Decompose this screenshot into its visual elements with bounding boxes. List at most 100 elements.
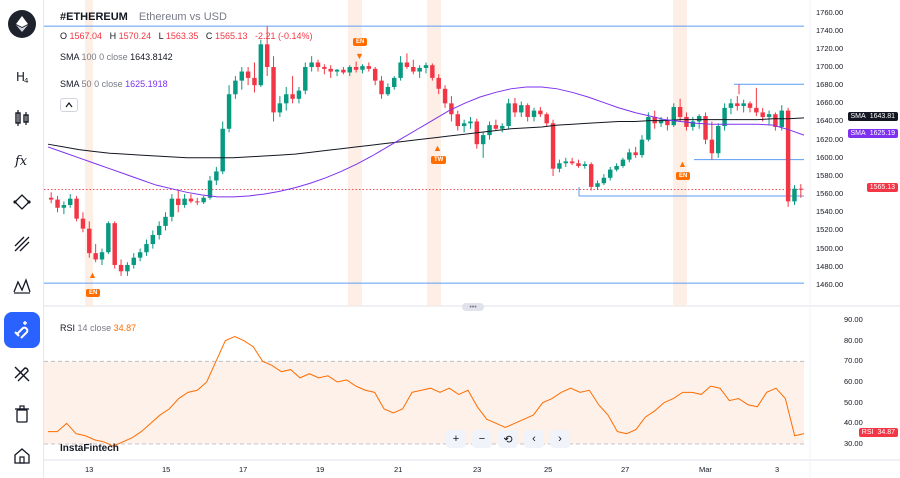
candle-body xyxy=(671,106,676,126)
candle-body xyxy=(315,62,321,68)
rsi-name: RSI xyxy=(60,323,76,333)
sma50-length: 50 xyxy=(81,79,92,89)
candle-body xyxy=(303,67,308,91)
signal-highlight-column xyxy=(427,0,441,306)
patterns-icon[interactable] xyxy=(4,268,40,304)
chart-canvas[interactable] xyxy=(44,0,900,478)
price-axis-tick: 1580.00 xyxy=(816,170,844,180)
candle-body xyxy=(728,103,734,108)
price-tag-label: SMA xyxy=(850,129,866,137)
candle-body xyxy=(284,94,289,104)
arrow-up-icon: ▲ xyxy=(678,159,687,169)
rsi-axis-tick: 70.00 xyxy=(844,356,863,366)
candle-body xyxy=(61,205,67,208)
candle-body xyxy=(544,114,549,124)
price-axis-tick: 1560.00 xyxy=(816,189,844,199)
indicators-fx-icon[interactable]: fx xyxy=(4,142,40,178)
symbol-name: #ETHEREUM xyxy=(60,11,128,23)
magnet-icon[interactable] xyxy=(4,312,40,348)
candle-body xyxy=(252,77,257,86)
candle-body xyxy=(747,103,753,108)
candle-body xyxy=(385,86,391,95)
candle-body xyxy=(785,110,791,202)
signal-badge[interactable]: EN xyxy=(86,289,101,297)
scroll-right-button[interactable]: › xyxy=(550,430,570,448)
time-axis-tick: 21 xyxy=(394,465,403,474)
signal-badge[interactable]: EN xyxy=(353,38,368,46)
scroll-left-button[interactable]: ‹ xyxy=(524,430,544,448)
time-axis-tick: 15 xyxy=(162,465,171,474)
candle-body xyxy=(93,253,98,260)
candle-body xyxy=(296,90,302,99)
candle-body xyxy=(245,71,251,78)
time-axis-tick: 23 xyxy=(473,465,482,474)
candle-body xyxy=(614,165,619,170)
candles-icon[interactable] xyxy=(4,100,40,136)
candle-body xyxy=(709,139,715,154)
ethereum-logo-icon[interactable] xyxy=(8,10,36,38)
sma100-value: 1643.8142 xyxy=(130,52,173,62)
candle-body xyxy=(341,69,346,73)
candle-body xyxy=(214,171,219,181)
candle-body xyxy=(137,252,143,258)
zoom-controls: + − ⟲ ‹ › xyxy=(446,430,570,448)
sma50-name: SMA xyxy=(60,79,80,89)
home-icon[interactable] xyxy=(4,438,40,474)
chart-area[interactable]: #ETHEREUM Ethereum vs USD O 1567.04 H 15… xyxy=(44,0,900,478)
fib-tools-icon[interactable] xyxy=(4,226,40,262)
pane-resize-handle[interactable]: ••• xyxy=(462,303,484,311)
price-axis-tick: 1460.00 xyxy=(816,279,844,289)
candle-body xyxy=(741,103,746,107)
candle-body xyxy=(258,44,264,86)
svg-text:4: 4 xyxy=(24,77,29,85)
candle-body xyxy=(271,67,276,113)
delete-drawings-icon[interactable] xyxy=(4,396,40,432)
drawing-tools-icon[interactable] xyxy=(4,184,40,220)
signal-badge[interactable]: EN xyxy=(676,172,691,180)
candle-body xyxy=(703,116,708,140)
candle-body xyxy=(360,66,365,70)
sma50-legend[interactable]: SMA 50 0 close 1625.1918 xyxy=(60,79,168,89)
candle-body xyxy=(436,77,441,89)
candle-body xyxy=(277,103,283,113)
candle-body xyxy=(334,69,340,72)
candle-body xyxy=(392,77,397,87)
collapse-legend-button[interactable] xyxy=(60,98,78,112)
candle-body xyxy=(430,65,435,78)
candle-body xyxy=(557,163,562,169)
candle-body xyxy=(264,44,270,68)
rsi-axis-tick: 80.00 xyxy=(844,335,863,345)
candle-body xyxy=(347,67,352,73)
candle-body xyxy=(493,125,499,129)
signal-badge[interactable]: TW xyxy=(431,156,447,164)
candle-body xyxy=(398,62,403,78)
candle-body xyxy=(112,223,117,265)
hide-drawings-icon[interactable] xyxy=(4,356,40,392)
time-axis-tick: 13 xyxy=(85,465,94,474)
ohlc-open-label: O xyxy=(60,31,68,41)
candle-body xyxy=(106,223,111,253)
candle-body xyxy=(150,234,156,245)
reset-chart-button[interactable]: ⟲ xyxy=(498,430,518,448)
price-axis-tick: 1620.00 xyxy=(816,134,844,144)
candle-body xyxy=(449,103,454,115)
ohlc-high-label: H xyxy=(109,31,117,41)
signal-highlight-column xyxy=(348,0,362,306)
candle-body xyxy=(163,216,168,226)
candle-body xyxy=(442,88,448,104)
candle-body xyxy=(766,114,772,117)
rsi-legend[interactable]: RSI 14 close 34.87 xyxy=(60,323,136,333)
candle-body xyxy=(118,264,124,272)
zoom-in-button[interactable]: + xyxy=(446,430,466,448)
candle-body xyxy=(156,225,162,235)
price-axis-tick: 1540.00 xyxy=(816,207,844,217)
sma100-legend[interactable]: SMA 100 0 close 1643.8142 xyxy=(60,52,173,62)
zoom-out-button[interactable]: − xyxy=(472,430,492,448)
candle-body xyxy=(506,103,511,127)
watermark: InstaFintech xyxy=(60,443,119,454)
candle-body xyxy=(576,163,581,166)
rsi-value-tag: RSI 34.87 xyxy=(858,427,898,437)
ohlc-close-label: C xyxy=(205,31,213,41)
